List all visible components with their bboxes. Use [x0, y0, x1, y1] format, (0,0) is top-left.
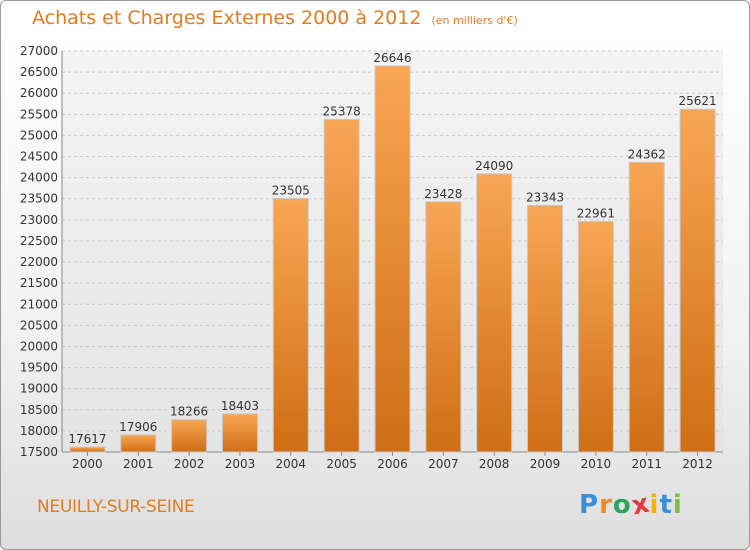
x-tick-label: 2007 [428, 457, 459, 471]
bar [374, 65, 411, 453]
x-tick-label: 2009 [530, 457, 561, 471]
data-label: 18266 [170, 405, 208, 419]
y-tick-label: 21500 [20, 276, 58, 290]
y-tick-label: 24500 [20, 150, 58, 164]
bar [323, 118, 360, 453]
y-tick-label: 25500 [20, 107, 58, 121]
y-tick-label: 18500 [20, 403, 58, 417]
data-label: 25621 [678, 94, 716, 108]
x-tick-label: 2000 [72, 457, 103, 471]
x-tick-label: 2011 [631, 457, 662, 471]
data-label: 23428 [424, 187, 462, 201]
bar [221, 413, 258, 453]
logo-letter: o [612, 490, 632, 520]
data-label: 24090 [475, 159, 513, 173]
data-label: 24362 [628, 147, 666, 161]
y-tick-label: 18000 [20, 424, 58, 438]
data-label: 25378 [323, 104, 361, 118]
title-row: Achats et Charges Externes 2000 à 2012 (e… [32, 7, 518, 29]
logo-letter: r [599, 490, 613, 520]
x-tick-label: 2010 [581, 457, 612, 471]
bar [679, 108, 716, 453]
bar [120, 434, 157, 453]
chart-subtitle: (en milliers d'€) [431, 14, 518, 27]
data-label: 23343 [526, 190, 564, 204]
y-tick-label: 23500 [20, 192, 58, 206]
x-tick-label: 2001 [123, 457, 154, 471]
x-tick-label: 2008 [479, 457, 510, 471]
y-tick-label: 27000 [20, 44, 58, 58]
bar [69, 446, 106, 453]
logo-letter: t [659, 490, 673, 520]
x-tick-label: 2005 [326, 457, 357, 471]
y-tick-label: 19500 [20, 361, 58, 375]
y-tick-label: 25000 [20, 128, 58, 142]
x-tick-label: 2002 [174, 457, 205, 471]
data-label: 17906 [119, 420, 157, 434]
proxiti-logo: Proxiti [579, 488, 683, 521]
bar [171, 419, 208, 453]
location-label: NEUILLY-SUR-SEINE [37, 497, 195, 517]
logo-letter: P [579, 490, 600, 520]
data-label: 18403 [221, 399, 259, 413]
y-tick-label: 17500 [20, 445, 58, 459]
bar [476, 173, 513, 453]
data-label: 17617 [68, 432, 106, 446]
y-tick-label: 26500 [20, 65, 58, 79]
data-label: 23505 [272, 184, 310, 198]
x-tick-label: 2012 [682, 457, 713, 471]
bar [425, 201, 462, 453]
x-tick-label: 2003 [225, 457, 256, 471]
y-tick-label: 26000 [20, 86, 58, 100]
data-label: 26646 [373, 51, 411, 65]
bar [577, 220, 614, 453]
bar [527, 204, 564, 453]
y-tick-label: 22000 [20, 255, 58, 269]
logo-letter: i [672, 490, 683, 520]
x-tick-label: 2006 [377, 457, 408, 471]
y-tick-label: 24000 [20, 171, 58, 185]
y-tick-label: 22500 [20, 234, 58, 248]
y-tick-label: 20000 [20, 339, 58, 353]
logo-letter: i [649, 490, 660, 520]
bar [272, 198, 309, 453]
data-label: 22961 [577, 206, 615, 220]
y-tick-label: 20500 [20, 318, 58, 332]
y-tick-label: 21000 [20, 297, 58, 311]
bar [628, 161, 665, 453]
y-tick-label: 19000 [20, 382, 58, 396]
y-tick-label: 23000 [20, 213, 58, 227]
x-tick-label: 2004 [276, 457, 307, 471]
chart-title: Achats et Charges Externes 2000 à 2012 [32, 7, 422, 29]
